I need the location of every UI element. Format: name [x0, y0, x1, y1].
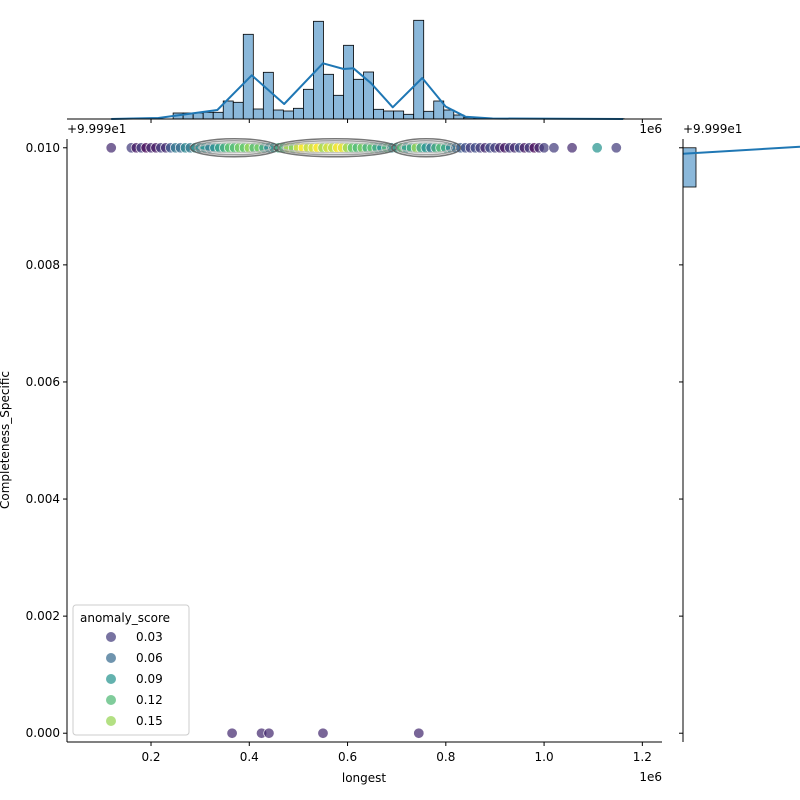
- histogram-bar: [393, 110, 405, 120]
- x-marginal-histogram: [67, 19, 662, 123]
- y-tick-label: 0.002: [26, 609, 60, 623]
- histogram-bar: [423, 110, 435, 120]
- histogram-bar: [333, 94, 344, 120]
- histogram-bar: [413, 19, 425, 120]
- kde-contour: [193, 140, 276, 156]
- histogram-bar: [262, 71, 274, 120]
- legend-title: anomaly_score: [80, 611, 170, 625]
- y-axis-label: Completeness_Specific: [0, 371, 12, 509]
- legend-label: 0.15: [136, 714, 163, 728]
- y-tick-label: 0.004: [26, 492, 60, 506]
- y-tick-label: 0.000: [26, 726, 60, 740]
- x-tick-label: 0.4: [240, 750, 259, 764]
- kde-contour: [395, 140, 458, 156]
- kde-contour: [399, 142, 454, 154]
- histogram-bar: [383, 110, 395, 120]
- y-marginal-histogram: [679, 139, 800, 742]
- legend-label: 0.12: [136, 693, 163, 707]
- legend-marker: [106, 695, 116, 705]
- main-scatter-axes: [105, 138, 622, 739]
- scatter-point: [413, 727, 425, 739]
- x-axis-label: longest: [342, 771, 387, 785]
- scatter-point: [591, 142, 603, 154]
- scatter-point: [105, 142, 117, 154]
- axes-lines: 0.2 0.4 0.6 0.8 1.0 1.2 0.000 0.002 0.004 0.006 0.…: [26, 139, 662, 764]
- kde-contour: [273, 138, 398, 158]
- y-kde-curve: [682, 145, 800, 155]
- histogram-bar: [303, 88, 314, 120]
- kde-contour: [277, 140, 394, 156]
- legend-label: 0.09: [136, 672, 163, 686]
- y-offset-label-main: +9.999e1: [67, 122, 126, 136]
- y-tick-label: 0.006: [26, 375, 60, 389]
- y-offset-label-right: +9.999e1: [683, 122, 742, 136]
- histogram-bar: [373, 108, 385, 120]
- x-offset-label-main: 1e6: [639, 770, 662, 784]
- histogram-bar: [282, 110, 294, 120]
- x-tick-label: 0.6: [338, 750, 357, 764]
- scatter-point: [263, 727, 275, 739]
- scatter-point: [317, 727, 329, 739]
- x-tick-label: 1.0: [535, 750, 554, 764]
- histogram-bar: [403, 113, 415, 120]
- kde-contour: [197, 142, 272, 154]
- legend-frame: [72, 604, 190, 736]
- histogram-bar: [293, 107, 304, 120]
- scatter-point: [538, 142, 550, 154]
- x-tick-label: 0.8: [436, 750, 455, 764]
- x-scale-label-top: 1e6: [639, 122, 662, 136]
- scatter-point: [226, 727, 238, 739]
- kde-contour: [189, 138, 280, 158]
- histogram-bar: [313, 20, 324, 120]
- legend-label: 0.06: [136, 651, 163, 665]
- scatter-point: [566, 142, 578, 154]
- histogram-bar: [323, 73, 334, 120]
- scatter-point: [548, 142, 560, 154]
- kde-contour: [391, 138, 462, 158]
- histogram-bar: [272, 109, 284, 120]
- x-tick-label: 0.2: [141, 750, 160, 764]
- legend-marker: [106, 674, 116, 684]
- histogram-bar: [232, 101, 244, 120]
- y-tick-label: 0.010: [26, 141, 60, 155]
- histogram-bar: [252, 108, 264, 120]
- legend: anomaly_score 0.03 0.06 0.09 0.12 0.15: [72, 604, 190, 736]
- scatter-point: [610, 142, 622, 154]
- kde-contour: [281, 142, 390, 154]
- y-tick-label: 0.008: [26, 258, 60, 272]
- legend-label: 0.03: [136, 630, 163, 644]
- legend-marker: [106, 716, 116, 726]
- x-tick-label: 1.2: [633, 750, 652, 764]
- histogram-bar: [202, 111, 214, 120]
- histogram-bar: [343, 44, 354, 120]
- histogram-bar: [443, 109, 455, 120]
- legend-marker: [106, 632, 116, 642]
- histogram-bar: [353, 78, 364, 120]
- legend-marker: [106, 653, 116, 663]
- kde-curve: [111, 62, 624, 120]
- histogram-bar: [212, 111, 224, 120]
